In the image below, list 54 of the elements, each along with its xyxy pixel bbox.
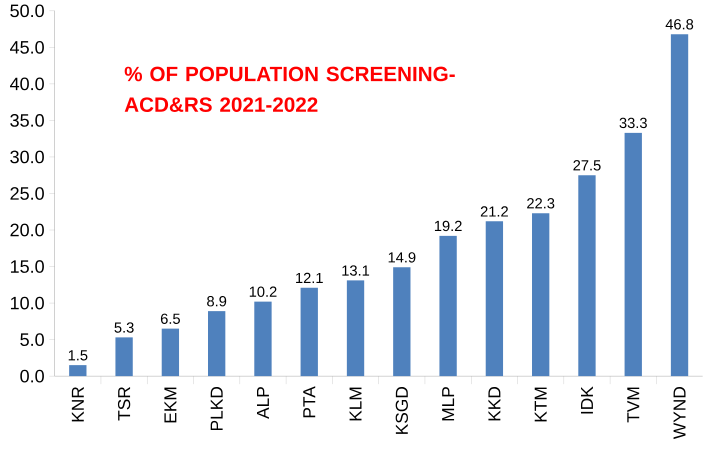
x-tick-label: IDK bbox=[581, 386, 593, 414]
data-label: 8.9 bbox=[207, 296, 226, 307]
data-label: 5.3 bbox=[114, 322, 134, 333]
x-tick-label: KNR bbox=[72, 387, 84, 422]
bar bbox=[162, 328, 180, 376]
x-tick-label: WYND bbox=[674, 387, 686, 440]
x-tick-label: PLKD bbox=[210, 387, 223, 430]
x-tick-label: KSGD bbox=[396, 387, 408, 434]
x-tick-label: PTA bbox=[303, 386, 316, 418]
data-label: 46.8 bbox=[666, 19, 694, 30]
x-tick-label: MLP bbox=[442, 387, 454, 421]
bar bbox=[486, 221, 504, 376]
data-label: 21.2 bbox=[480, 206, 508, 217]
bar bbox=[670, 34, 688, 376]
y-tick-label: 10.0 bbox=[10, 296, 44, 310]
y-tick-label: 15.0 bbox=[10, 260, 44, 274]
data-label: 10.2 bbox=[250, 286, 276, 298]
data-label: 1.5 bbox=[68, 350, 88, 361]
text: % OF POPULATION SCREENING-ACD&RS 2021-2022 bbox=[124, 66, 455, 112]
bar bbox=[439, 236, 457, 376]
data-label: 6.5 bbox=[160, 314, 180, 324]
data-label: 14.9 bbox=[388, 252, 416, 263]
y-tick-label: 50.0 bbox=[10, 4, 44, 18]
bar bbox=[115, 338, 133, 376]
bar bbox=[578, 175, 596, 376]
x-tick-label: KTM bbox=[534, 388, 547, 422]
x-tick-label: ALP bbox=[257, 387, 269, 420]
y-tick-label: 0.0 bbox=[20, 370, 44, 383]
y-tick-label: 25.0 bbox=[10, 187, 44, 200]
x-tick-label: KLM bbox=[350, 388, 362, 421]
y-tick-label: 20.0 bbox=[10, 224, 44, 236]
bar bbox=[346, 280, 364, 376]
data-label: 19.2 bbox=[434, 220, 462, 232]
data-label: 27.5 bbox=[573, 160, 601, 171]
y-tick-label: 45.0 bbox=[10, 41, 44, 54]
bar bbox=[208, 311, 226, 376]
x-tick-label: KKD bbox=[488, 387, 500, 421]
bar bbox=[69, 365, 86, 376]
bar bbox=[254, 302, 272, 376]
y-tick-label: 35.0 bbox=[10, 114, 44, 127]
bar bbox=[624, 132, 642, 376]
y-tick-label: 5.0 bbox=[20, 333, 44, 346]
y-tick-label: 40.0 bbox=[10, 78, 44, 90]
data-label: 12.1 bbox=[296, 272, 323, 284]
bar bbox=[393, 267, 410, 376]
x-tick-label: EKM bbox=[164, 388, 176, 422]
y-tick-label: 30.0 bbox=[10, 150, 44, 164]
x-tick-label: TVM bbox=[627, 388, 640, 422]
x-tick-label: TSR bbox=[118, 387, 130, 421]
bar bbox=[532, 213, 550, 376]
data-label: 33.3 bbox=[620, 118, 647, 128]
bar bbox=[300, 288, 318, 376]
data-label: 22.3 bbox=[527, 198, 554, 209]
data-label: 13.1 bbox=[342, 265, 370, 276]
